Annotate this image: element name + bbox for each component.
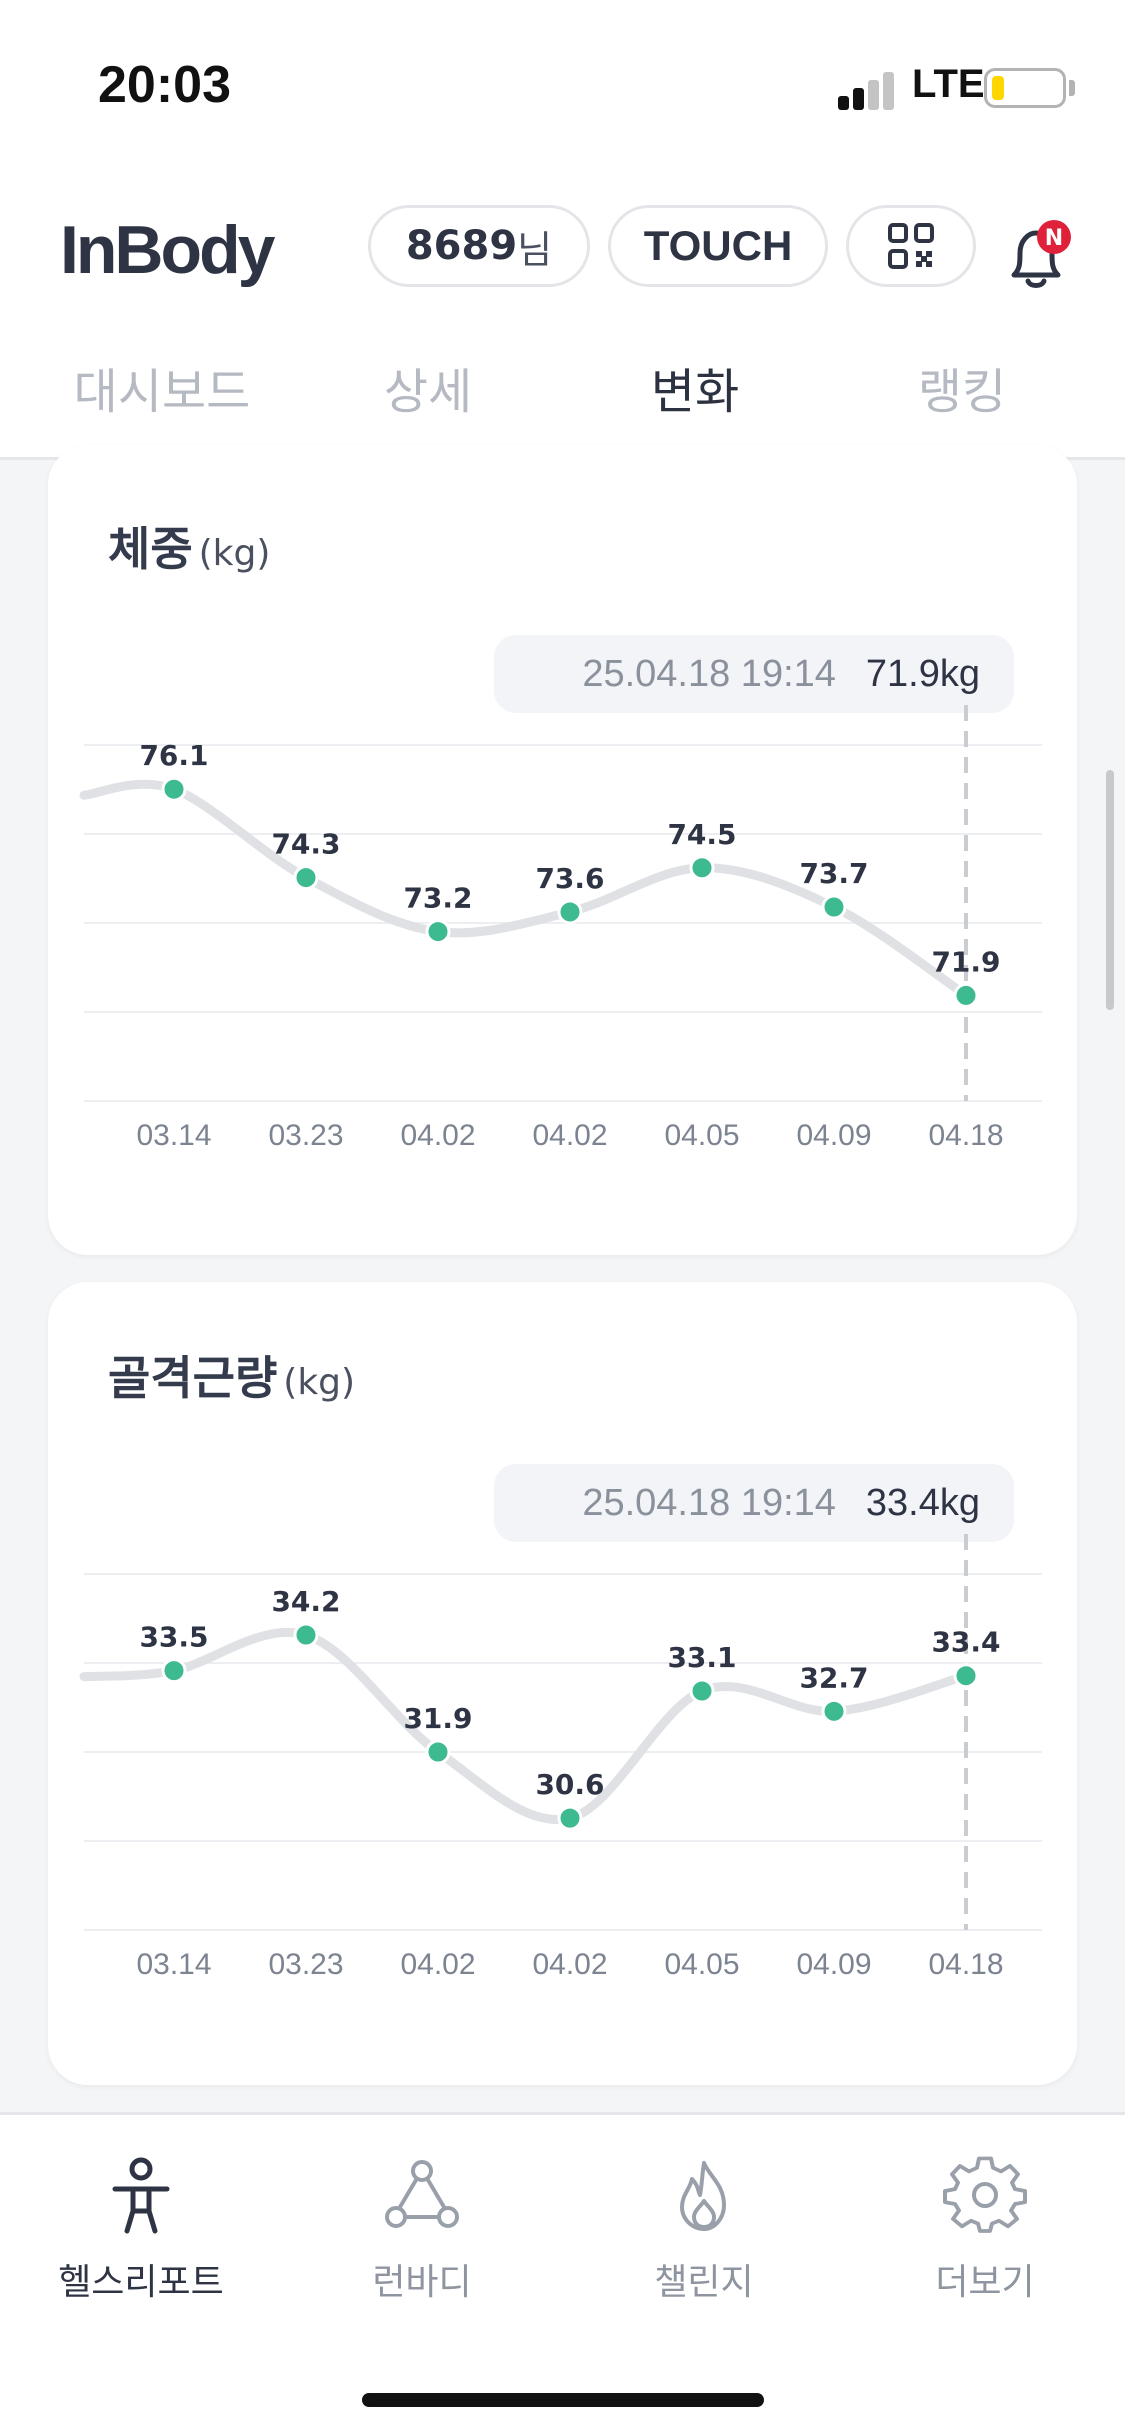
user-id: 8689	[405, 223, 518, 269]
data-point	[557, 899, 583, 925]
weight-chart: 76.1 03.14 74.3 03.23 73.2 04.02 73.6 04.02 74.5…	[79, 705, 1042, 1152]
weight-card: 체중 (kg) 25.04.18 19:14 71.9kg 76.1 03.14 74…	[48, 445, 1077, 1255]
data-point	[689, 1678, 715, 1704]
data-label: 74.3	[271, 828, 340, 861]
data-point	[953, 1663, 979, 1689]
nav-more[interactable]: 더보기	[844, 2155, 1125, 2315]
status-bar: 20:03 LTE	[0, 0, 1125, 175]
status-time: 20:03	[98, 56, 231, 114]
x-tick-label: 04.05	[664, 1948, 739, 1981]
data-label: 32.7	[799, 1661, 868, 1694]
tooltip-date: 25.04.18 19:14	[582, 652, 836, 695]
data-point	[161, 1658, 187, 1684]
runbody-icon	[385, 2160, 459, 2228]
x-tick-label: 03.14	[136, 1119, 211, 1152]
scrollbar[interactable]	[1106, 770, 1114, 1010]
health-report-icon	[112, 2157, 170, 2234]
battery-icon	[984, 68, 1066, 108]
muscle-tooltip: 25.04.18 19:14 33.4kg	[494, 1464, 1014, 1542]
x-tick-label: 04.02	[532, 1948, 607, 1981]
data-point	[293, 1622, 319, 1648]
x-tick-label: 04.02	[400, 1948, 475, 1981]
data-point	[821, 1698, 847, 1724]
data-point	[689, 855, 715, 881]
x-tick-label: 04.18	[928, 1119, 1003, 1152]
notification-button[interactable]: N	[1000, 217, 1080, 297]
data-label: 33.4	[931, 1626, 1000, 1659]
signal-icon	[838, 70, 898, 110]
user-suffix: 님	[517, 227, 553, 272]
data-point	[821, 894, 847, 920]
user-id-button[interactable]: 8689 님	[368, 205, 590, 287]
data-label: 73.7	[799, 857, 868, 890]
tab-bar: 대시보드 상세 변화 랭킹	[0, 340, 1125, 460]
muscle-unit: (kg)	[283, 1362, 356, 1403]
qr-button[interactable]	[846, 205, 976, 287]
card-title: 골격근량 (kg)	[108, 1342, 355, 1408]
bottom-nav: 헬스리포트 런바디 챌린지 더보기	[0, 2112, 1125, 2436]
tab-change[interactable]: 변화	[650, 364, 740, 420]
data-point	[161, 776, 187, 802]
muscle-title: 골격근량	[108, 1351, 278, 1405]
data-label: 73.6	[535, 862, 604, 895]
weight-title: 체중	[108, 522, 193, 576]
notification-badge: N	[1045, 226, 1063, 251]
nav-runbody[interactable]: 런바디	[281, 2155, 563, 2315]
chart-plot: 33.5 03.14 34.2 03.23 31.9 04.02 30.6 04.02 33.1…	[79, 1534, 1042, 1981]
x-tick-label: 04.02	[400, 1119, 475, 1152]
tab-detail[interactable]: 상세	[383, 364, 473, 420]
data-label: 34.2	[271, 1585, 340, 1618]
tooltip-value: 33.4kg	[865, 1481, 980, 1524]
weight-unit: (kg)	[198, 533, 271, 574]
data-label: 76.1	[139, 739, 208, 772]
x-tick-label: 04.09	[796, 1948, 871, 1981]
x-tick-label: 03.23	[268, 1119, 343, 1152]
tooltip-date: 25.04.18 19:14	[582, 1481, 836, 1524]
data-label: 31.9	[403, 1702, 472, 1735]
x-tick-label: 04.09	[796, 1119, 871, 1152]
card-title: 체중 (kg)	[108, 513, 270, 579]
data-label: 73.2	[403, 882, 472, 915]
x-tick-label: 04.05	[664, 1119, 739, 1152]
data-point	[953, 982, 979, 1008]
nav-label: 챌린지	[654, 2262, 754, 2303]
data-label: 74.5	[667, 818, 736, 851]
x-tick-label: 03.14	[136, 1948, 211, 1981]
x-tick-label: 04.02	[532, 1119, 607, 1152]
tab-dashboard[interactable]: 대시보드	[73, 364, 251, 420]
data-point	[425, 1739, 451, 1765]
network-label: LTE	[912, 62, 985, 106]
chart-plot: 76.1 03.14 74.3 03.23 73.2 04.02 73.6 04.02 74.5…	[79, 705, 1042, 1152]
muscle-card: 골격근량 (kg) 25.04.18 19:14 33.4kg 33.5 03.14…	[48, 1282, 1077, 2085]
bell-icon: N	[1011, 220, 1071, 288]
nav-label: 런바디	[372, 2262, 472, 2303]
nav-label: 헬스리포트	[58, 2262, 224, 2303]
battery-tip	[1069, 80, 1075, 96]
data-label: 33.1	[667, 1641, 736, 1674]
data-point	[293, 865, 319, 891]
qr-code-icon	[888, 223, 934, 269]
nav-challenge[interactable]: 챌린지	[563, 2155, 845, 2315]
touch-button[interactable]: TOUCH	[608, 205, 828, 287]
home-indicator	[362, 2393, 764, 2407]
x-tick-label: 04.18	[928, 1948, 1003, 1981]
data-label: 30.6	[535, 1768, 604, 1801]
flame-icon	[680, 2161, 726, 2231]
data-label: 71.9	[931, 945, 1000, 978]
nav-health-report[interactable]: 헬스리포트	[0, 2155, 282, 2315]
data-point	[557, 1805, 583, 1831]
muscle-chart: 33.5 03.14 34.2 03.23 31.9 04.02 30.6 04.02 33.1…	[79, 1534, 1042, 1981]
tooltip-value: 71.9kg	[865, 652, 980, 695]
data-label: 33.5	[139, 1621, 208, 1654]
inbody-logo: InBody	[60, 212, 275, 288]
gear-icon	[943, 2156, 1027, 2233]
series-line	[79, 1627, 971, 1824]
app-header: InBody 8689 님 TOUCH N 대시보드 상세 변화 랭킹	[0, 175, 1125, 460]
weight-tooltip: 25.04.18 19:14 71.9kg	[494, 635, 1014, 713]
nav-label: 더보기	[935, 2262, 1035, 2303]
x-tick-label: 03.23	[268, 1948, 343, 1981]
data-point	[425, 919, 451, 945]
tab-ranking[interactable]: 랭킹	[917, 364, 1007, 420]
